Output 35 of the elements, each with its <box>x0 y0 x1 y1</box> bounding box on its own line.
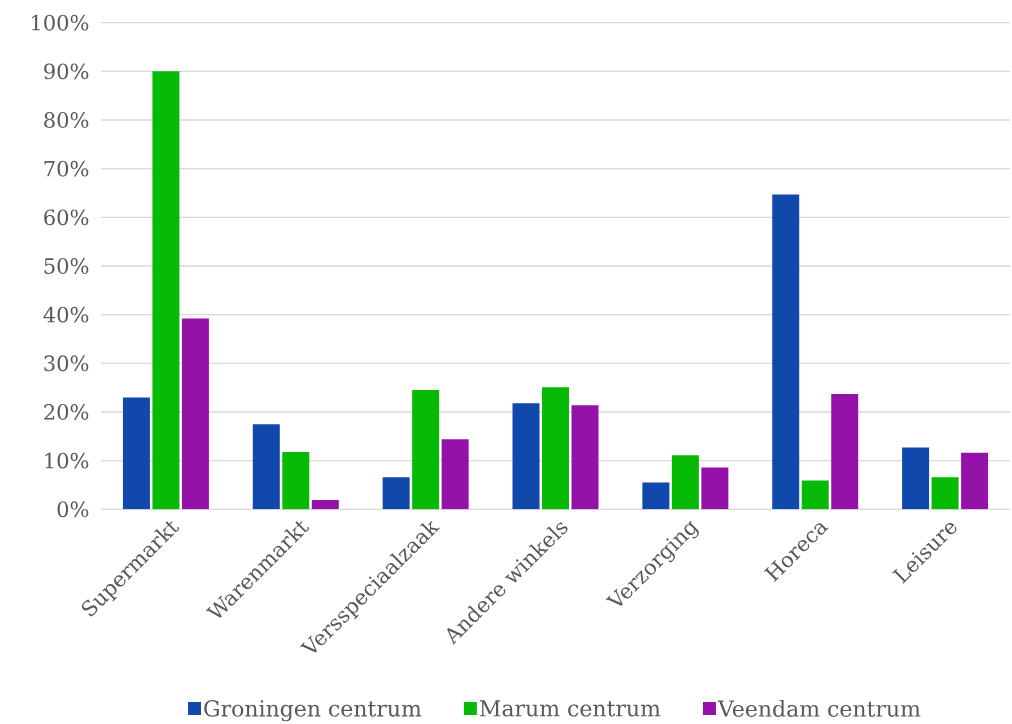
y-tick-label: 0% <box>57 501 89 518</box>
bar <box>671 455 699 510</box>
bar <box>311 500 339 510</box>
y-tick-label: 30% <box>44 355 89 372</box>
bar <box>542 387 569 510</box>
bar <box>512 403 540 510</box>
y-tick-label: 40% <box>43 306 89 323</box>
y-tick-label: 60% <box>44 209 89 226</box>
bar <box>412 390 440 510</box>
y-tick-label: 70% <box>44 160 89 177</box>
bar <box>571 405 599 510</box>
bar <box>801 480 829 510</box>
bar <box>181 318 209 510</box>
bar <box>931 477 959 510</box>
bar <box>961 452 989 510</box>
y-tick-label: 20% <box>44 404 89 420</box>
bar <box>152 71 180 510</box>
bar <box>382 477 410 510</box>
bar <box>441 439 469 510</box>
bar <box>122 397 150 510</box>
legend-label: Groningen centrum <box>204 700 422 722</box>
y-tick-label: 80% <box>44 112 89 128</box>
legend-label: Marum centrum <box>479 700 661 717</box>
bar <box>252 424 280 510</box>
bar <box>902 447 930 510</box>
bar <box>831 393 859 510</box>
bar <box>701 467 729 510</box>
legend-label: Veendam centrum <box>717 699 921 717</box>
y-tick-label: 90% <box>44 63 89 80</box>
y-tick-label: 10% <box>45 452 89 469</box>
y-tick-label: 50% <box>44 258 89 274</box>
bar <box>642 482 670 510</box>
bar <box>772 194 800 510</box>
y-tick-label: 100% <box>32 14 89 31</box>
bar <box>282 451 310 510</box>
